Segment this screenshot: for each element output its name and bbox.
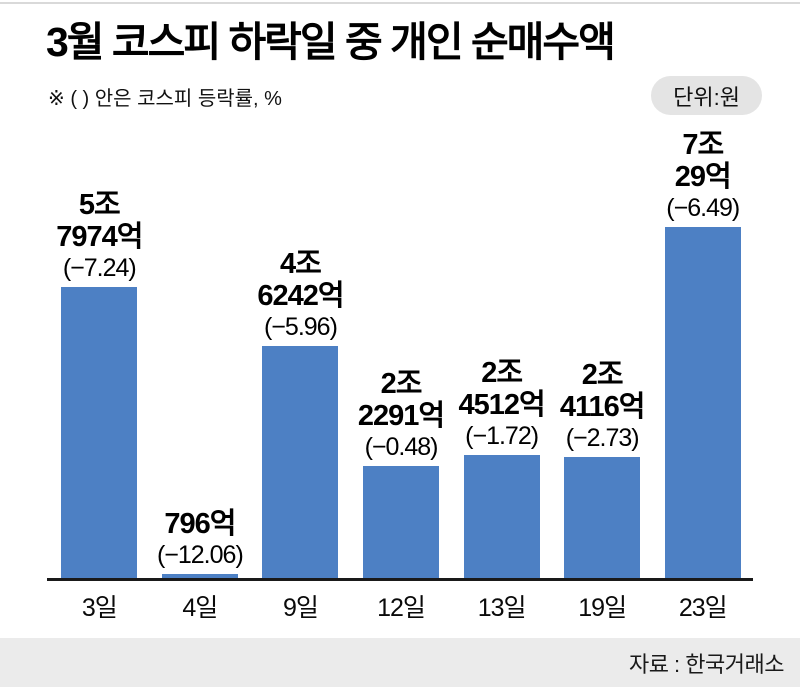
bar-change-label: (−2.73) [565,424,640,452]
bar-value-line1: 5조 [78,189,121,222]
bar-value-label: 7조 29억 (−6.49) [666,129,740,222]
bar-value-line1: 2조 [481,357,523,390]
bar-value-label: 2조 4116억 (−2.73) [559,359,646,452]
bar-value-label: 2조 2291억 (−0.48) [357,368,445,461]
data-source-label: 자료 : 한국거래소 [628,651,785,677]
bar-column: 2조 2291억 (−0.48) [351,130,452,578]
bar-change-label: (−12.06) [156,541,244,569]
bar-value-line1: 2조 [581,359,624,392]
bar-value-line1: 2조 [380,368,423,401]
bar-column: 5조 7974억 (−7.24) [49,130,150,578]
page-title: 3월 코스피 하락일 중 개인 순매수액 [46,19,616,65]
bar-value-label: 4조 6242억 (−5.96) [257,248,344,341]
bar-value-line2: 7974억 [56,221,143,254]
bar [262,346,339,578]
bar-chart: 5조 7974억 (−7.24) 796억 (−12.06) 4조 6242억 … [49,129,753,578]
bar [664,226,741,578]
bar-value-label: 2조 4512억 (−1.72) [458,357,546,450]
unit-badge-label: 단위:원 [673,84,740,110]
chart-note: ※ ( ) 안은 코스피 등락률, % [48,88,282,110]
bar-value-line2: 4116억 [559,391,646,424]
bar-change-label: (−1.72) [465,422,539,450]
footer-bar: 자료 : 한국거래소 [0,638,800,687]
x-axis-label: 4일 [182,594,218,622]
bar-value-label: 796억 (−12.06) [156,508,244,569]
bar-column: 796억 (−12.06) [150,130,251,578]
x-axis-label: 23일 [678,594,728,622]
bar-value-line2: 2291억 [357,400,445,433]
bar-change-label: (−6.49) [666,193,740,222]
bar-value-line1: 4조 [280,248,322,281]
bar-value-line1: 7조 [682,129,724,161]
x-axis-label: 12일 [377,594,426,622]
unit-badge: 단위:원 [651,76,762,115]
bar-value-label: 5조 7974억 (−7.24) [56,189,143,282]
bar [363,466,440,578]
bar-column: 2조 4116억 (−2.73) [552,130,653,578]
bar-value-line2: 796억 [164,508,236,541]
bar [61,287,138,578]
bar-value-line2: 6242억 [257,280,344,313]
x-axis-label: 13일 [477,594,527,622]
top-divider-line [0,2,800,4]
bar-value-line2: 4512억 [458,389,546,422]
bar-change-label: (−5.96) [263,313,338,341]
bar-column: 4조 6242억 (−5.96) [250,130,351,578]
bar-column: 2조 4512억 (−1.72) [451,130,552,578]
bar [463,455,540,578]
bar-value-line2: 29억 [674,160,732,193]
bar [161,574,238,578]
x-axis-labels: 3일 4일 9일 12일 13일 19일 23일 [49,588,753,624]
bar [564,457,641,578]
x-axis-label: 3일 [81,594,118,622]
bar-change-label: (−0.48) [364,433,439,461]
bar-change-label: (−7.24) [62,254,137,282]
x-axis-line [47,578,753,581]
x-axis-label: 19일 [578,594,627,622]
x-axis-label: 9일 [282,594,319,622]
bar-column: 7조 29억 (−6.49) [652,129,753,578]
